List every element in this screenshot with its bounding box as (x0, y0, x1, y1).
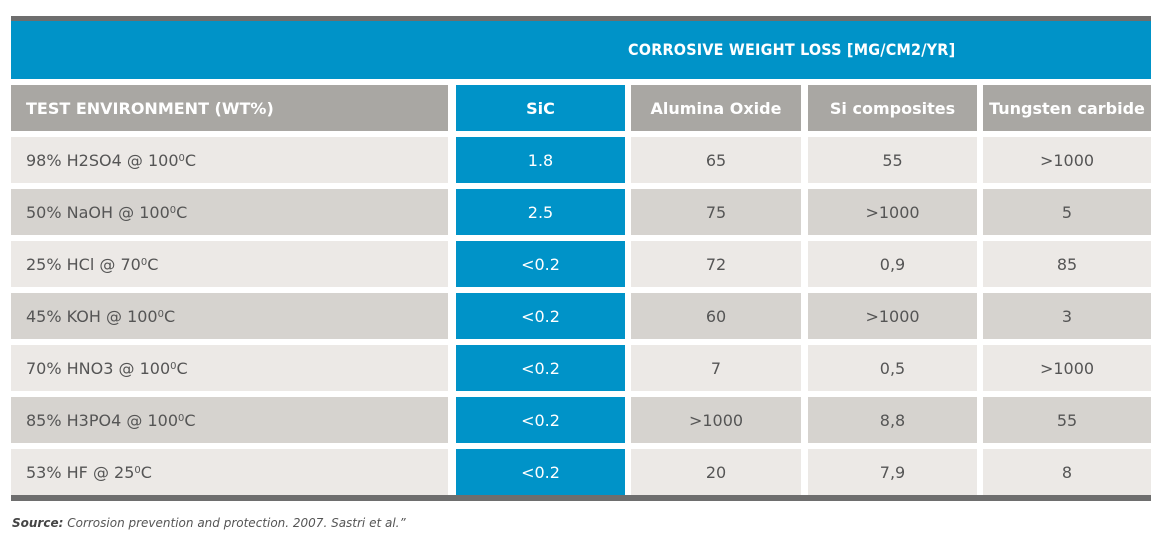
cell-tungsten-carbide: 8 (983, 449, 1151, 495)
table-row: 98% H2SO4 @ 100 0 C 1.8 65 55 >1000 (11, 137, 1151, 183)
header-sic: SiC (456, 85, 625, 131)
cell-tungsten-carbide: 85 (983, 241, 1151, 287)
cell-alumina: 20 (631, 449, 801, 495)
env-text: 50% NaOH @ 100 (26, 202, 170, 222)
table-row: 45% KOH @ 100 0 C <0.2 60 >1000 3 (11, 293, 1151, 339)
header-alumina: Alumina Oxide (631, 85, 801, 131)
cell-tungsten-carbide: >1000 (983, 345, 1151, 391)
table-row: 50% NaOH @ 100 0 C 2.5 75 >1000 5 (11, 189, 1151, 235)
cell-environment: 70% HNO3 @ 100 0 C (11, 345, 448, 391)
cell-si-composites: 0,9 (808, 241, 977, 287)
degree-mark: 0 (134, 464, 141, 476)
top-rule (11, 16, 1151, 21)
table-banner: CORROSIVE WEIGHT LOSS [MG/CM2/YR] (11, 21, 1151, 79)
cell-sic: <0.2 (456, 449, 625, 495)
env-text: 25% HCl @ 70 (26, 254, 141, 274)
cell-environment: 45% KOH @ 100 0 C (11, 293, 448, 339)
header-si-composites: Si composites (808, 85, 977, 131)
header-row: TEST ENVIRONMENT (WT%) SiC Alumina Oxide… (11, 85, 1151, 131)
cell-alumina: 60 (631, 293, 801, 339)
cell-si-composites: 55 (808, 137, 977, 183)
cell-alumina: 72 (631, 241, 801, 287)
degree-mark: 0 (178, 152, 185, 164)
cell-alumina: 65 (631, 137, 801, 183)
cell-si-composites: 8,8 (808, 397, 977, 443)
cell-tungsten-carbide: 3 (983, 293, 1151, 339)
cell-tungsten-carbide: 5 (983, 189, 1151, 235)
degree-mark: 0 (170, 360, 177, 372)
header-tungsten-carbide: Tungsten carbide (983, 85, 1151, 131)
env-text: 70% HNO3 @ 100 (26, 358, 171, 378)
corrosion-table: CORROSIVE WEIGHT LOSS [MG/CM2/YR] TEST E… (11, 16, 1151, 501)
cell-sic: 1.8 (456, 137, 625, 183)
source-text: Corrosion prevention and protection. 200… (63, 516, 406, 530)
cell-environment: 53% HF @ 25 0 C (11, 449, 448, 495)
env-unit: C (176, 202, 188, 222)
cell-si-composites: 7,9 (808, 449, 977, 495)
env-unit: C (163, 306, 176, 326)
cell-alumina: >1000 (631, 397, 801, 443)
env-text: 85% H3PO4 @ 100 (26, 410, 178, 430)
env-text: 98% H2SO4 @ 100 (26, 150, 179, 170)
cell-sic: <0.2 (456, 293, 625, 339)
cell-environment: 50% NaOH @ 100 0 C (11, 189, 448, 235)
source-label: Source: (12, 516, 64, 530)
env-unit: C (176, 358, 188, 378)
env-unit: C (147, 254, 159, 274)
degree-mark: 0 (157, 308, 164, 320)
header-env: TEST ENVIRONMENT (WT%) (11, 85, 448, 131)
env-text: 45% KOH @ 100 (26, 306, 158, 326)
cell-environment: 25% HCl @ 70 0 C (11, 241, 448, 287)
cell-sic: <0.2 (456, 345, 625, 391)
degree-mark: 0 (140, 256, 148, 268)
source-note: Source: Corrosion prevention and protect… (12, 516, 406, 530)
cell-sic: <0.2 (456, 241, 625, 287)
cell-tungsten-carbide: >1000 (983, 137, 1151, 183)
degree-mark: 0 (178, 412, 185, 424)
env-unit: C (184, 410, 196, 430)
cell-si-composites: 0,5 (808, 345, 977, 391)
table-row: 25% HCl @ 70 0 C <0.2 72 0,9 85 (11, 241, 1151, 287)
cell-sic: <0.2 (456, 397, 625, 443)
bottom-rule (11, 495, 1151, 501)
env-unit: C (184, 150, 197, 170)
cell-tungsten-carbide: 55 (983, 397, 1151, 443)
cell-environment: 85% H3PO4 @ 100 0 C (11, 397, 448, 443)
cell-environment: 98% H2SO4 @ 100 0 C (11, 137, 448, 183)
banner-title: CORROSIVE WEIGHT LOSS [MG/CM2/YR] (628, 40, 956, 59)
cell-alumina: 75 (631, 189, 801, 235)
env-unit: C (140, 462, 152, 482)
cell-si-composites: >1000 (808, 293, 977, 339)
table-row: 85% H3PO4 @ 100 0 C <0.2 >1000 8,8 55 (11, 397, 1151, 443)
table-row: 53% HF @ 25 0 C <0.2 20 7,9 8 (11, 449, 1151, 495)
env-text: 53% HF @ 25 (26, 462, 135, 482)
cell-alumina: 7 (631, 345, 801, 391)
table-row: 70% HNO3 @ 100 0 C <0.2 7 0,5 >1000 (11, 345, 1151, 391)
cell-si-composites: >1000 (808, 189, 977, 235)
degree-mark: 0 (169, 204, 177, 216)
cell-sic: 2.5 (456, 189, 625, 235)
